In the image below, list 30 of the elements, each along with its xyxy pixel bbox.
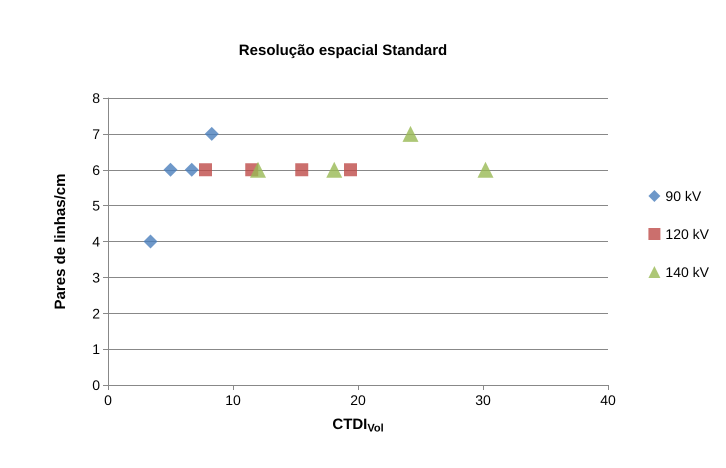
y-tick-label: 8 <box>92 90 100 106</box>
point <box>402 126 418 142</box>
y-tick-label: 7 <box>92 126 100 142</box>
point <box>344 163 357 176</box>
y-tick-label: 0 <box>92 377 100 393</box>
point <box>204 126 219 141</box>
y-axis-title: Pares de linhas/cm <box>52 174 69 310</box>
x-tick-label: 40 <box>600 392 616 408</box>
point <box>144 234 158 248</box>
y-tick-label: 1 <box>92 341 100 358</box>
legend-label: 140 kV <box>665 264 710 280</box>
x-tick-label: 20 <box>350 392 366 408</box>
point <box>295 163 308 176</box>
legend-label: 90 kV <box>665 188 702 204</box>
point <box>199 163 212 176</box>
y-tick-label: 4 <box>92 234 100 250</box>
point <box>250 162 266 178</box>
chart-title: Resolução espacial Standard <box>238 42 448 59</box>
y-tick-label: 3 <box>92 269 100 286</box>
x-tick-label: 0 <box>104 392 112 408</box>
y-tick-label: 2 <box>92 305 100 322</box>
y-tick-label: 6 <box>92 162 100 178</box>
point <box>164 162 178 177</box>
point <box>478 162 494 178</box>
point <box>326 162 342 178</box>
x-tick-label: 10 <box>225 392 241 408</box>
legend-label: 120 kV <box>665 226 710 242</box>
y-tick-label: 5 <box>92 198 100 214</box>
x-tick-label: 30 <box>475 392 491 408</box>
point <box>184 162 199 177</box>
